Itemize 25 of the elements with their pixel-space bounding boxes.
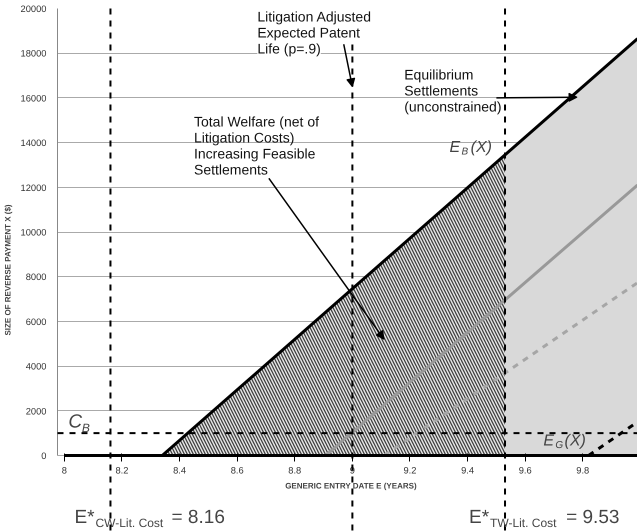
y-tick-label: 4000 <box>26 362 47 372</box>
y-tick-label: 10000 <box>20 228 47 238</box>
x-axis-title: GENERIC ENTRY DATE E (YEARS) <box>285 482 417 490</box>
y-tick-label: 14000 <box>20 138 47 148</box>
x-tick-label: 8.6 <box>230 466 244 476</box>
annotation: Equilibrium Settlements (unconstrained) <box>404 66 502 115</box>
y-tick-label: 8000 <box>26 272 47 282</box>
x-tick-label: 8.4 <box>173 466 186 476</box>
y-tick-label: 16000 <box>20 93 47 104</box>
annotation: Total Welfare (net of Litigation Costs) Increasing Feasible Settlements <box>194 114 320 178</box>
x-tick-label: 9.2 <box>403 466 416 476</box>
y-tick-label: 6000 <box>26 316 47 327</box>
y-tick-label: 0 <box>41 451 47 462</box>
x-tick-label: 9.4 <box>461 466 474 476</box>
x-tick-label: 8.2 <box>115 466 128 476</box>
annotation: Litigation Adjusted Expected Patent Life (p=.9) <box>257 8 371 56</box>
x-tick-label: 9.8 <box>576 466 590 476</box>
x-tick-label: 8 <box>62 466 67 476</box>
y-tick-label: 12000 <box>20 182 47 193</box>
y-tick-label: 2000 <box>26 406 47 416</box>
y-axis-title: SIZE OF REVERSE PAYMENT X ($) <box>4 204 13 336</box>
x-tick-label: 9.6 <box>518 466 532 476</box>
y-tick-label: 18000 <box>20 48 47 59</box>
x-tick-label: 8.8 <box>288 466 302 476</box>
y-tick-label: 20000 <box>20 4 47 14</box>
